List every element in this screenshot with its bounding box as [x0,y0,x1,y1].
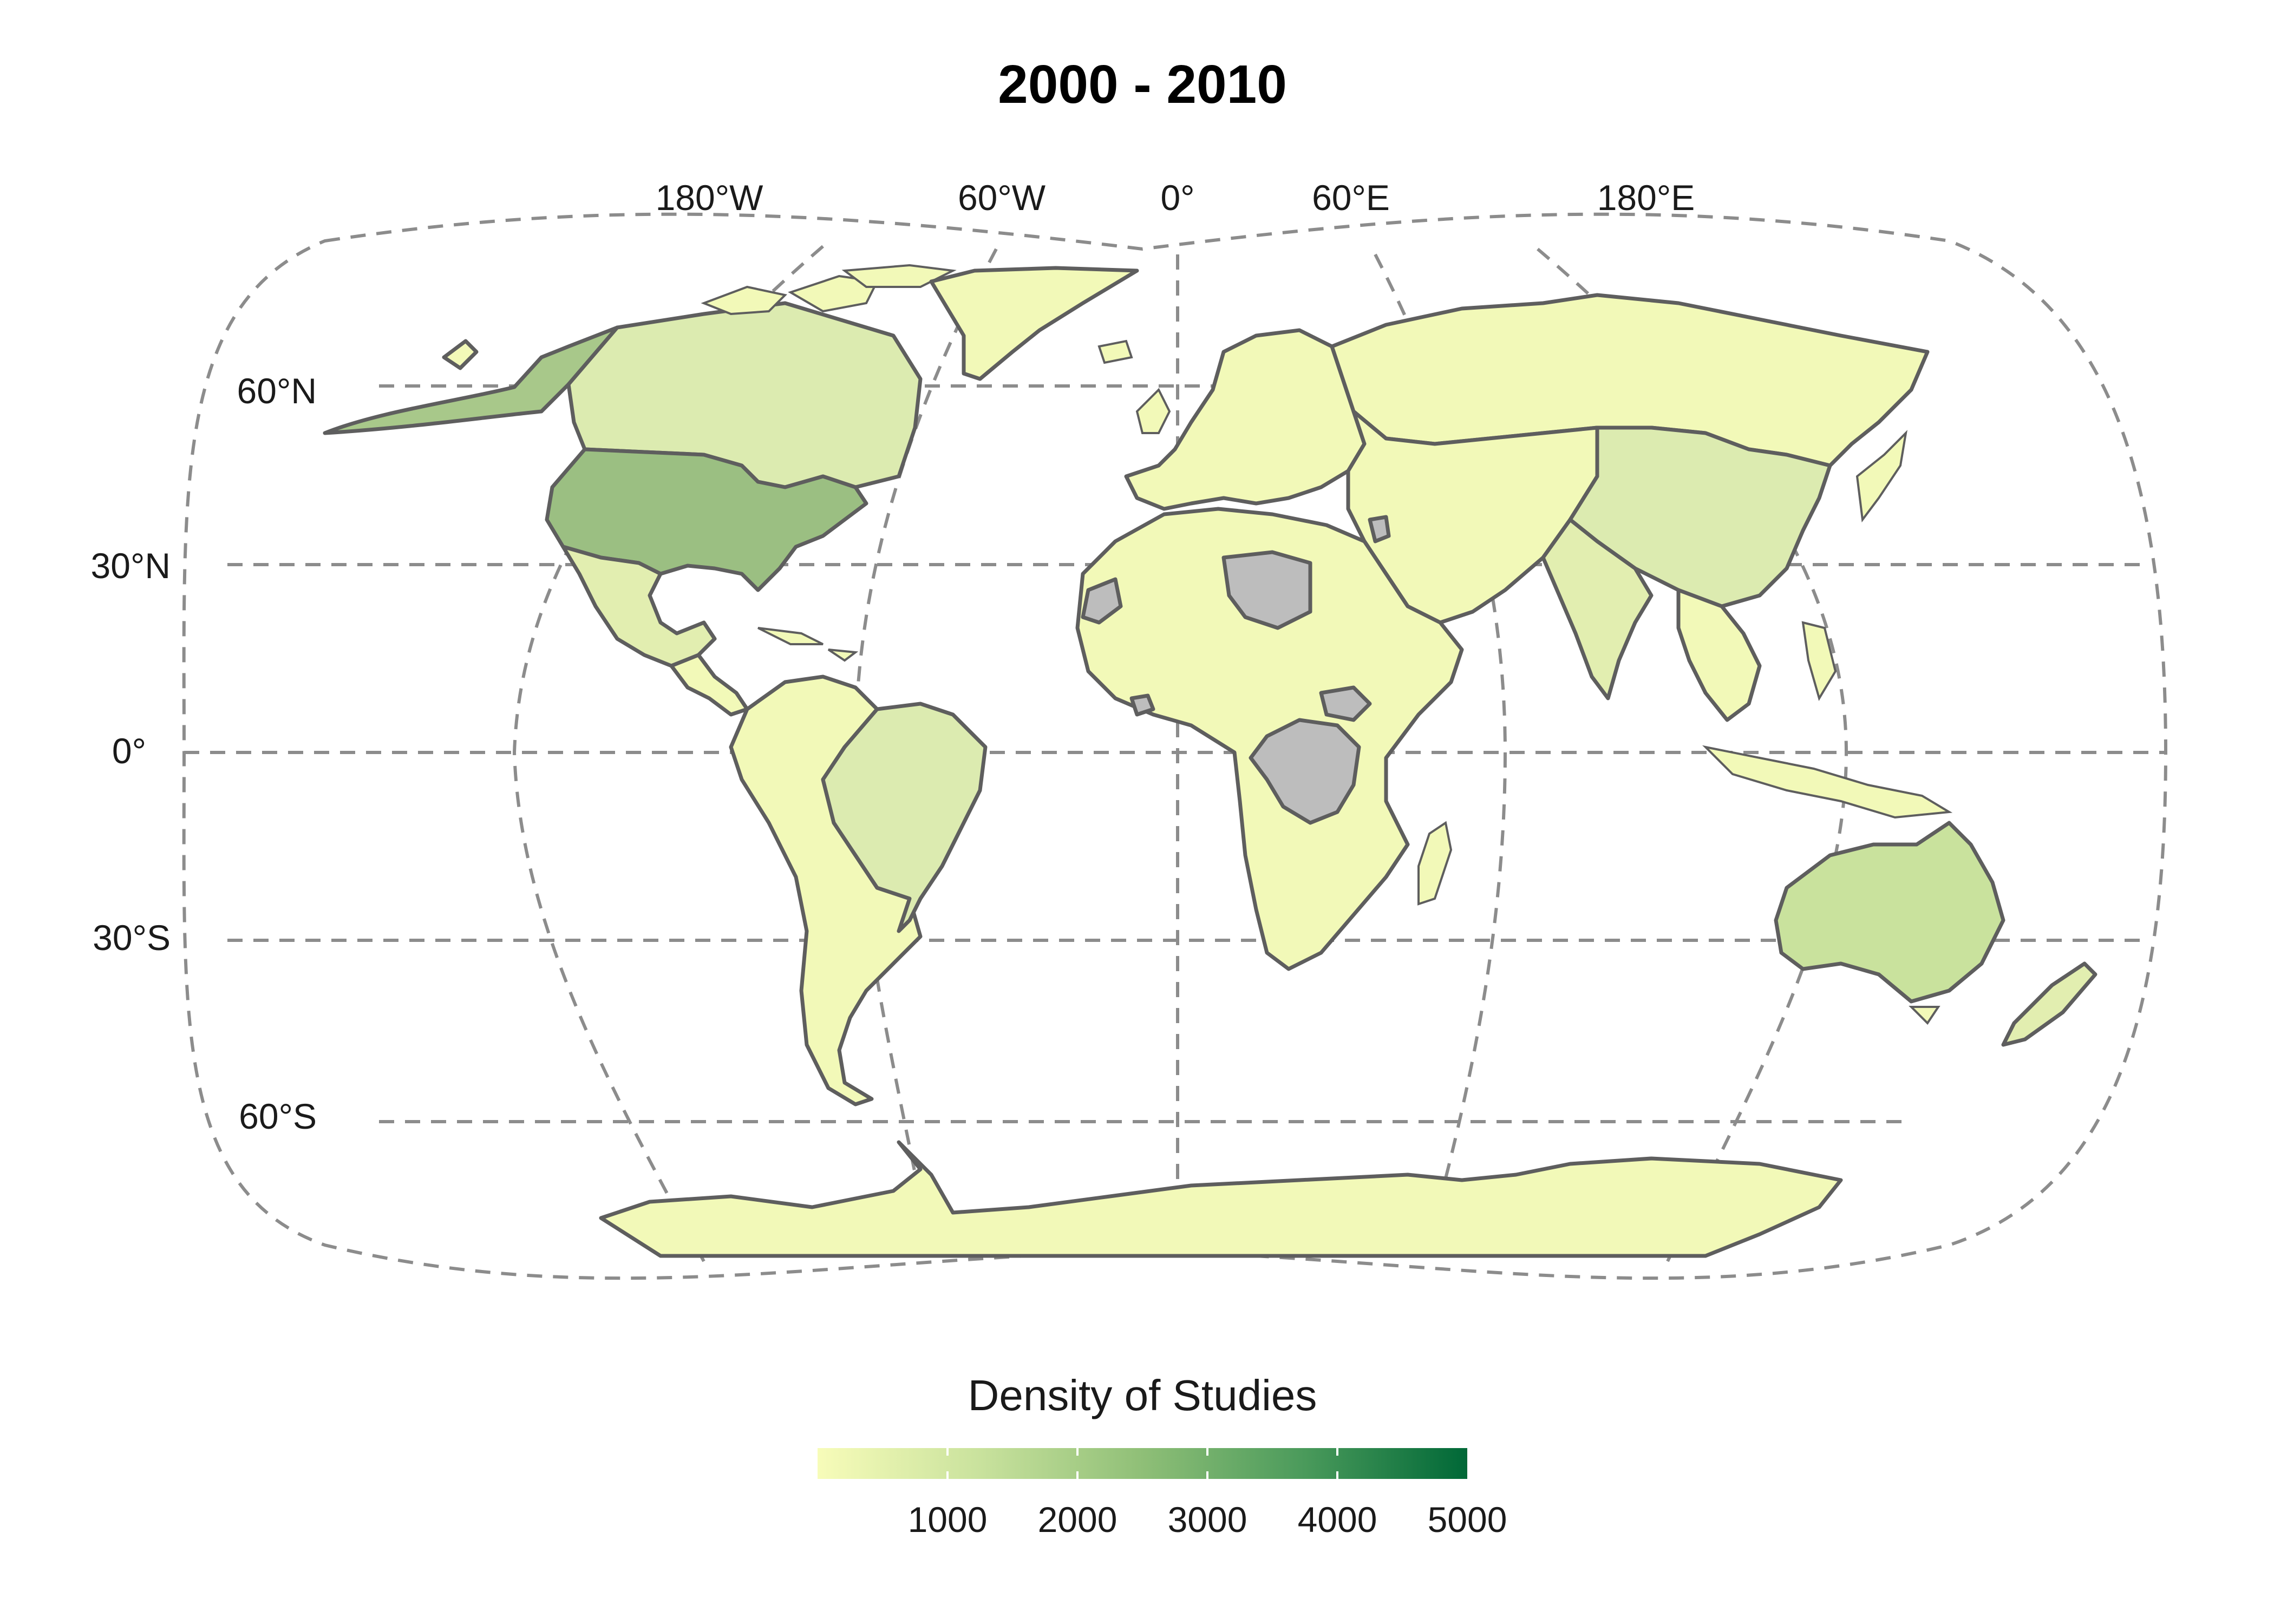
region-south-sudan [1319,685,1372,722]
region-brazil [821,702,988,933]
legend-tick-4000: 4000 [1298,1499,1377,1540]
region-central-america [669,653,749,717]
region-australia [1774,821,2005,1004]
region-canada-islands [701,285,788,316]
lat-label-0: 0° [112,731,146,771]
legend-tick-labels: 1000 2000 3000 4000 5000 [908,1499,1507,1540]
lat-label-30n: 30°N [91,546,171,586]
map-title: 2000 - 2010 [998,54,1287,115]
region-sierra-leone [1129,693,1155,717]
region-uk [1135,388,1171,434]
region-new-zealand [2001,961,2097,1047]
region-indonesia [1702,745,1953,819]
lon-label-180e: 180°E [1597,178,1695,218]
lat-label-60n: 60°N [237,371,317,411]
lon-label-60e: 60°E [1312,178,1390,218]
region-caribbean-2 [827,649,859,662]
region-canada-islands-2 [788,274,879,313]
legend-tick-2000: 2000 [1038,1499,1118,1540]
lat-label-30s: 30°S [93,918,171,958]
region-southeast-asia [1676,588,1762,722]
lon-label-0: 0° [1160,178,1194,218]
legend-tick-3000: 3000 [1168,1499,1247,1540]
region-dr-congo [1249,718,1361,825]
region-alaska-north [442,339,479,370]
legend-tick-1000: 1000 [908,1499,988,1540]
region-greenland [929,266,1139,381]
region-japan [1855,430,1907,523]
region-antarctica [599,1140,1843,1258]
region-israel [1368,515,1391,543]
legend-colorbar [818,1448,1467,1479]
land-masses [323,264,2097,1258]
latitude-labels: 60°N 30°N 0° 30°S 60°S [91,371,317,1136]
projection-outline [182,212,2168,1280]
legend-title: Density of Studies [968,1371,1317,1419]
region-tasmania [1909,1006,1940,1025]
legend-tick-marks [946,1448,1338,1479]
region-madagascar [1417,821,1453,906]
lon-label-180w: 180°W [656,178,764,218]
region-mexico [561,545,717,668]
region-middle-east [1346,409,1599,625]
region-libya [1221,550,1312,630]
region-philippines [1801,621,1837,701]
region-western-sahara [1081,577,1123,625]
region-iceland [1097,339,1133,364]
lon-label-60w: 60°W [958,178,1046,218]
longitude-labels: 180°W 60°W 0° 60°E 180°E [656,178,1695,218]
region-india [1541,518,1654,700]
region-caribbean [757,627,824,645]
legend: Density of Studies 1000 2000 3000 4000 5… [818,1371,1507,1540]
lat-label-60s: 60°S [239,1096,317,1136]
legend-tick-5000: 5000 [1428,1499,1507,1540]
